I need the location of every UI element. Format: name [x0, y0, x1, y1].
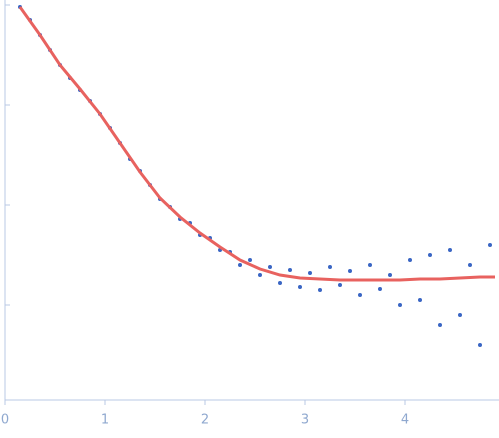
x-tick-label: 0	[1, 413, 9, 428]
data-point	[288, 268, 292, 272]
data-point	[278, 281, 282, 285]
x-tick-label: 3	[301, 413, 309, 428]
data-point	[338, 283, 342, 287]
data-point	[388, 273, 392, 277]
data-point	[428, 253, 432, 257]
data-point	[368, 263, 372, 267]
data-point	[468, 263, 472, 267]
data-point	[488, 243, 492, 247]
data-point	[458, 313, 462, 317]
data-point	[318, 288, 322, 292]
data-point	[268, 265, 272, 269]
fit-line	[18, 6, 495, 282]
data-point	[358, 293, 362, 297]
data-point	[258, 273, 262, 277]
data-point	[348, 269, 352, 273]
x-tick-label: 4	[401, 413, 409, 428]
data-point	[448, 248, 452, 252]
data-point	[298, 285, 302, 289]
x-tick-label: 1	[101, 413, 109, 428]
data-point	[478, 343, 482, 347]
data-point	[378, 287, 382, 291]
data-point	[408, 258, 412, 262]
data-point	[398, 303, 402, 307]
data-point	[418, 298, 422, 302]
data-point	[248, 258, 252, 262]
data-point	[328, 265, 332, 269]
data-point	[308, 271, 312, 275]
data-point	[238, 263, 242, 267]
data-point	[438, 323, 442, 327]
x-tick-label: 2	[201, 413, 209, 428]
